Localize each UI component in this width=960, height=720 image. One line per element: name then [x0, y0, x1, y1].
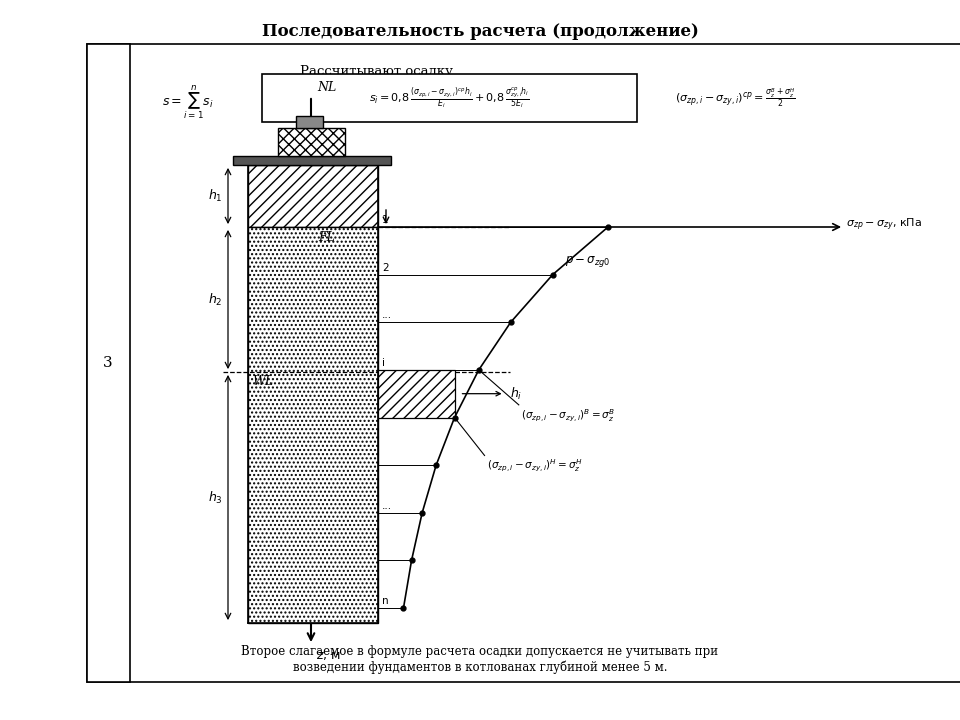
- Bar: [233, 156, 391, 165]
- Text: $s = \sum_{i=1}^{n} s_i$: $s = \sum_{i=1}^{n} s_i$: [162, 83, 214, 121]
- Bar: [248, 227, 378, 623]
- Text: n: n: [382, 596, 389, 606]
- Text: $z$, м: $z$, м: [316, 649, 341, 662]
- Text: $\sigma_{zp} - \sigma_{zy}$, кПа: $\sigma_{zp} - \sigma_{zy}$, кПа: [846, 217, 922, 233]
- Text: $(\sigma_{zp,i} - \sigma_{zy,i})^{cp} = \frac{\sigma_z^{B} + \sigma_z^{H}}{2}$: $(\sigma_{zp,i} - \sigma_{zy,i})^{cp} = …: [675, 87, 796, 109]
- Text: Последовательность расчета (продолжение): Последовательность расчета (продолжение): [261, 24, 699, 40]
- Bar: [278, 128, 345, 156]
- Text: $h_1$: $h_1$: [207, 188, 223, 204]
- Text: 1: 1: [382, 215, 389, 225]
- Bar: [87, 44, 960, 682]
- Text: FL: FL: [318, 231, 335, 244]
- Text: 3: 3: [103, 356, 113, 370]
- Text: WL: WL: [252, 375, 274, 388]
- Text: Рассчитывают осадку: Рассчитывают осадку: [300, 66, 453, 78]
- Text: 2: 2: [382, 263, 389, 273]
- Text: $(\sigma_{zp,i} - \sigma_{zy,i})^H = \sigma_z^H$: $(\sigma_{zp,i} - \sigma_{zy,i})^H = \si…: [487, 457, 582, 474]
- Text: $h_3$: $h_3$: [207, 490, 223, 505]
- Bar: [378, 370, 455, 418]
- Bar: [296, 116, 323, 128]
- Text: $(\sigma_{zp,i} - \sigma_{zy,i})^B = \sigma_z^B$: $(\sigma_{zp,i} - \sigma_{zy,i})^B = \si…: [520, 408, 615, 425]
- Text: $p - \sigma_{zg0}$: $p - \sigma_{zg0}$: [564, 253, 611, 269]
- Text: i: i: [382, 358, 385, 368]
- Text: $s_i = 0{,}8\,\frac{(\sigma_{zp,i} - \sigma_{zy,i})^{cp}h_i}{E_i} + 0{,}8\,\frac: $s_i = 0{,}8\,\frac{(\sigma_{zp,i} - \si…: [369, 86, 529, 110]
- Text: ...: ...: [382, 310, 392, 320]
- Bar: [248, 165, 378, 227]
- Bar: [87, 44, 130, 682]
- Text: $h_2$: $h_2$: [207, 292, 223, 307]
- Text: NL: NL: [317, 81, 336, 94]
- Bar: [262, 74, 637, 122]
- Text: ...: ...: [382, 500, 392, 510]
- Text: Второе слагаемое в формуле расчета осадки допускается не учитывать при: Второе слагаемое в формуле расчета осадк…: [241, 646, 719, 659]
- Text: $h_i$: $h_i$: [510, 386, 522, 402]
- Text: возведении фундаментов в котлованах глубиной менее 5 м.: возведении фундаментов в котлованах глуб…: [293, 660, 667, 674]
